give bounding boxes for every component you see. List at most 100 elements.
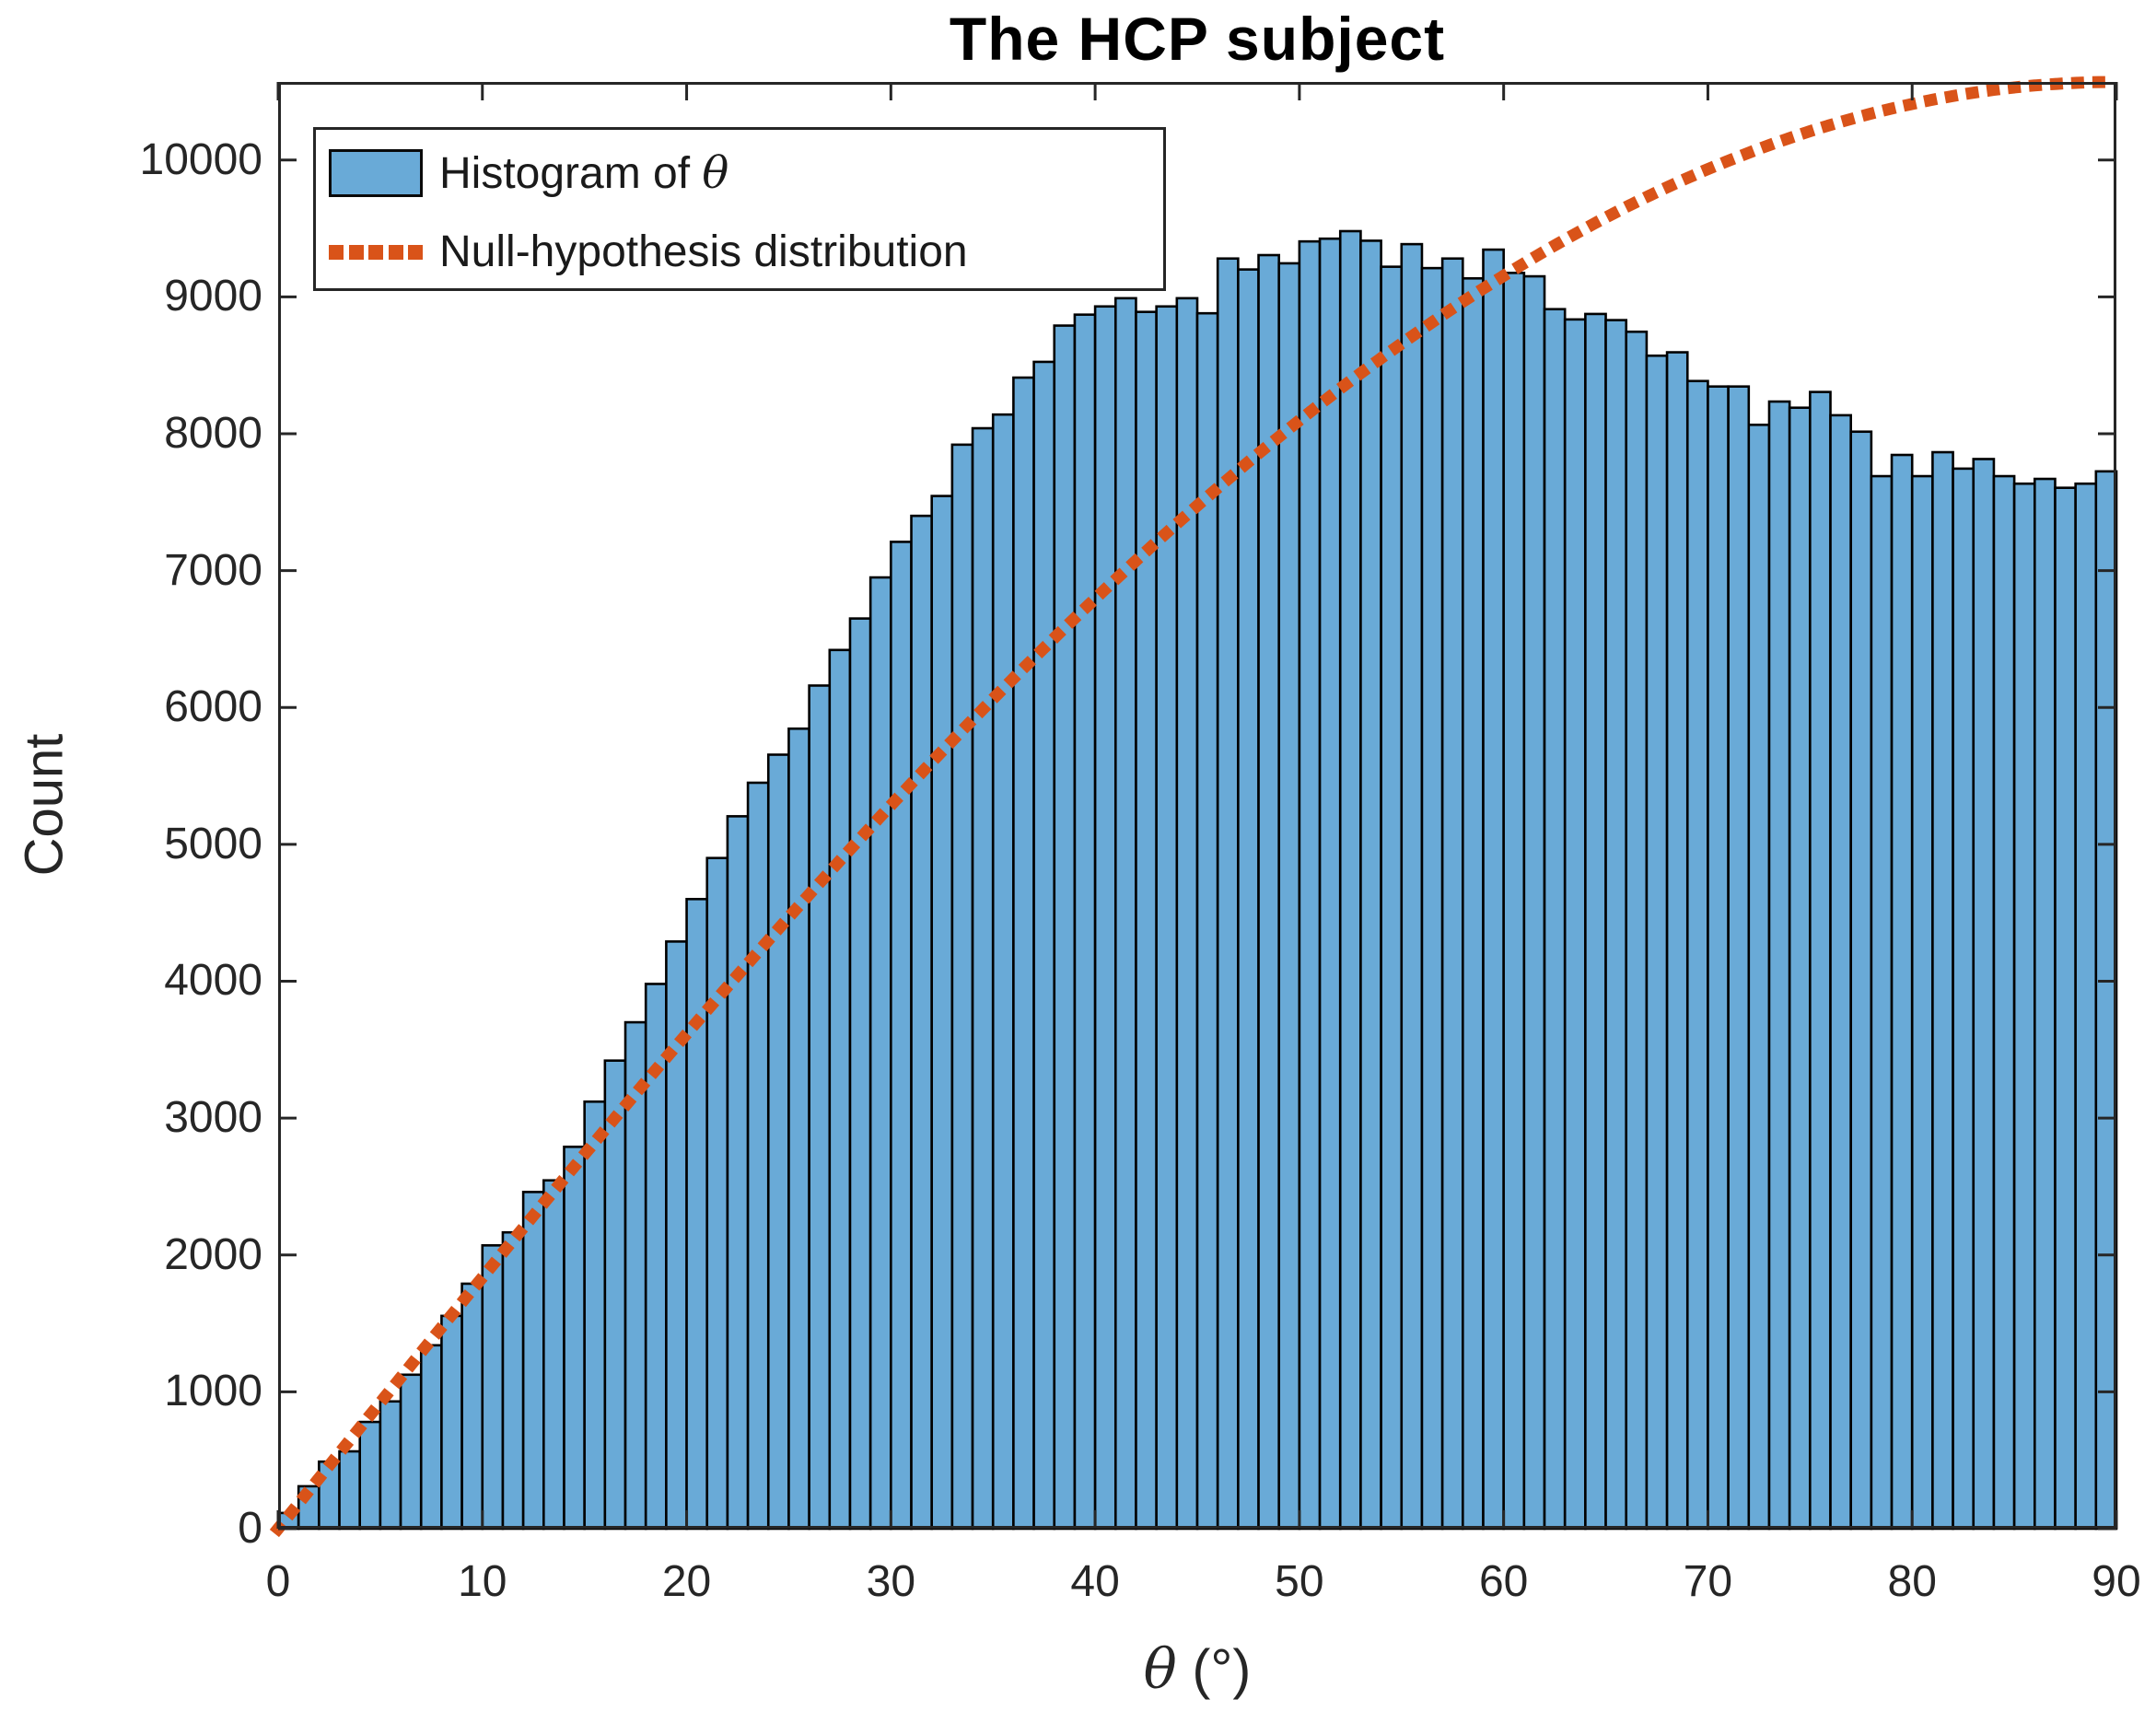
histogram-bar — [808, 684, 832, 1531]
histogram-bar — [1767, 400, 1791, 1531]
null-hypothesis-curve — [269, 76, 2123, 1538]
histogram-bar — [1420, 266, 1444, 1531]
histogram-bar — [705, 856, 729, 1531]
histogram-bar — [1685, 379, 1709, 1531]
histogram-bar — [971, 426, 995, 1531]
legend-histogram-label: Histogram of θ — [439, 141, 728, 205]
histogram-bar — [2094, 470, 2118, 1531]
histogram-bar — [318, 1460, 341, 1531]
x-tick-label: 50 — [1275, 1557, 1324, 1606]
histogram-bar — [2012, 482, 2036, 1531]
histogram-bar — [563, 1146, 586, 1531]
histogram-bar — [1543, 308, 1567, 1531]
y-tick-label: 2000 — [164, 1229, 262, 1279]
legend-dot — [368, 245, 383, 260]
y-tick-label: 10000 — [139, 134, 262, 184]
histogram-bar — [1707, 385, 1730, 1531]
histogram-bar — [583, 1100, 607, 1531]
y-tick-label: 9000 — [164, 272, 262, 321]
legend-null-curve-label: Null-hypothesis distribution — [439, 227, 968, 276]
y-axis-label: Count — [14, 733, 75, 877]
histogram-bar — [603, 1059, 627, 1531]
histogram-bar — [1502, 272, 1526, 1531]
histogram-bar — [399, 1373, 423, 1531]
legend-dot — [388, 245, 403, 260]
y-tick-label: 6000 — [164, 682, 262, 732]
histogram-bar — [1931, 450, 1954, 1531]
histogram-bar — [726, 815, 750, 1531]
histogram-bar — [501, 1230, 525, 1531]
histogram-bar — [1584, 312, 1607, 1531]
histogram-bar — [460, 1282, 484, 1531]
histogram-bar — [766, 753, 790, 1531]
x-tick-label: 80 — [1887, 1557, 1937, 1606]
histogram-bar — [1727, 385, 1751, 1531]
legend-dot — [348, 245, 364, 260]
y-tick-label: 7000 — [164, 545, 262, 595]
histogram-bar — [1093, 305, 1117, 1531]
histogram-bar — [685, 898, 709, 1531]
histogram-bar — [848, 617, 872, 1531]
histogram-bar — [1032, 360, 1056, 1531]
x-tick-label: 90 — [2092, 1557, 2141, 1606]
histogram-bar — [379, 1400, 402, 1531]
histogram-bar — [1135, 310, 1158, 1531]
x-tick-label: 60 — [1478, 1557, 1529, 1606]
x-tick-label: 0 — [265, 1557, 291, 1606]
histogram-bar — [1277, 262, 1301, 1531]
histogram-bar — [1809, 390, 1832, 1531]
histogram-bar — [2074, 482, 2098, 1531]
x-axis-label-units: (°) — [1176, 1638, 1252, 1700]
histogram-bar — [1482, 248, 1505, 1531]
histogram-bar — [1380, 265, 1404, 1531]
histogram-bar — [1440, 257, 1464, 1531]
legend-dot — [408, 245, 423, 260]
histogram-bar — [1890, 453, 1914, 1531]
histogram-bar — [1910, 474, 1934, 1531]
y-tick-label: 3000 — [164, 1093, 262, 1143]
histogram-bar — [890, 541, 913, 1531]
histogram-bar — [1972, 458, 1996, 1531]
histogram-bar — [1359, 239, 1382, 1531]
histogram-bar — [1952, 467, 1975, 1531]
histogram-bar — [1992, 474, 2016, 1531]
histogram-bar — [1849, 430, 1873, 1531]
axes-frame — [278, 82, 2116, 1529]
histogram-bar — [1522, 274, 1546, 1531]
legend-dotted-line-swatch — [329, 245, 423, 260]
x-tick-label: 30 — [866, 1557, 916, 1606]
histogram-bar — [1462, 276, 1485, 1531]
histogram-bar — [1073, 313, 1097, 1531]
histogram-bar — [1788, 406, 1812, 1531]
histogram-bar — [2054, 486, 2077, 1531]
histogram-bar — [1625, 330, 1649, 1531]
histogram-bar — [746, 781, 770, 1531]
x-tick-label: 10 — [458, 1557, 507, 1606]
x-tick-label: 40 — [1070, 1557, 1120, 1606]
x-axis-label: θ (°) — [278, 1637, 2116, 1702]
histogram-bar — [868, 576, 892, 1531]
x-tick-label: 70 — [1683, 1557, 1733, 1606]
histogram-bar — [828, 648, 852, 1531]
theta-symbol: θ — [1143, 1637, 1177, 1702]
histogram-bar — [665, 940, 688, 1531]
histogram-bar — [991, 413, 1015, 1531]
histogram-bar — [2033, 477, 2057, 1531]
histogram-bar — [1665, 351, 1689, 1531]
histogram-bar — [1604, 319, 1628, 1531]
legend-box: Histogram of θ Null-hypothesis distribut… — [313, 127, 1166, 291]
histogram-bar — [1338, 229, 1362, 1531]
histogram-bar — [1870, 474, 1894, 1531]
histogram-bar — [1318, 237, 1342, 1531]
legend-item-histogram: Histogram of θ — [316, 141, 1163, 205]
histogram-bar — [1298, 239, 1322, 1531]
histogram-bar — [1053, 324, 1077, 1531]
histogram-bar — [338, 1449, 362, 1531]
y-tick-label: 0 — [238, 1504, 262, 1553]
histogram-bar — [1113, 297, 1137, 1531]
histogram-bar — [358, 1420, 382, 1531]
x-tick-label: 20 — [661, 1557, 712, 1606]
histogram-bar — [910, 514, 933, 1531]
y-tick-label: 4000 — [164, 956, 262, 1006]
